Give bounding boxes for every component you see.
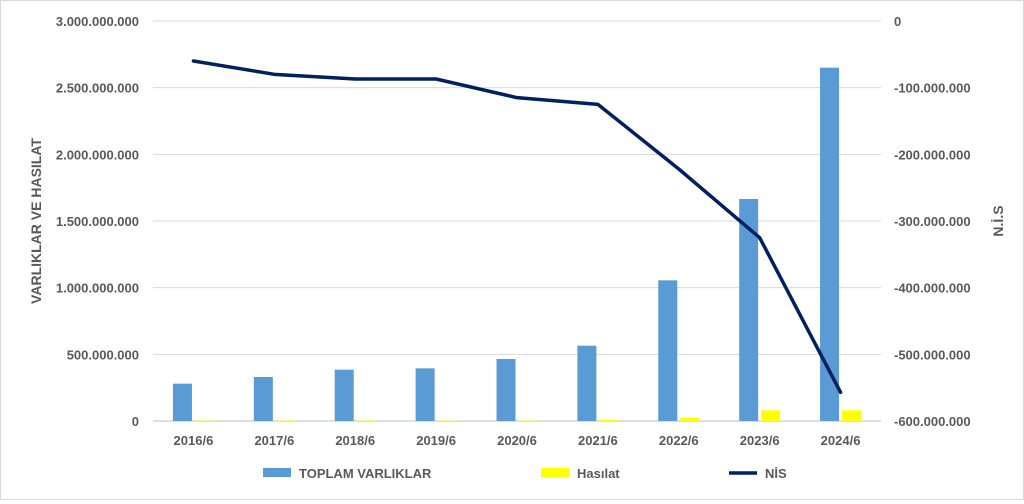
right-axis-tick-label: 0 xyxy=(894,14,901,29)
bar-series-group xyxy=(173,68,861,421)
legend-label: Hasılat xyxy=(577,466,620,481)
bar xyxy=(416,368,435,421)
right-axis-tick-label: -100.000.000 xyxy=(894,81,971,96)
right-axis-tick-label: -200.000.000 xyxy=(894,147,971,162)
right-axis-tick-label: -300.000.000 xyxy=(894,214,971,229)
bar xyxy=(658,280,677,421)
right-axis-title: N.İ.S xyxy=(990,205,1006,236)
bar xyxy=(254,377,273,421)
left-axis-tick-label: 2.000.000.000 xyxy=(56,147,139,162)
legend: TOPLAM VARLIKLAR Hasılat NİS xyxy=(263,466,787,481)
bar xyxy=(599,420,618,421)
x-axis-tick-label: 2018/6 xyxy=(335,433,375,448)
right-axis-ticks: 0 -100.000.000 -200.000.000 -300.000.000 -40… xyxy=(894,14,971,429)
x-axis-ticks: 2016/6 2017/6 2018/6 2019/6 2020/6 2021/6 2022… xyxy=(174,433,861,448)
x-axis-tick-label: 2023/6 xyxy=(740,433,780,448)
x-axis-tick-label: 2021/6 xyxy=(578,433,618,448)
left-axis-title: VARLIKLAR VE HASILAT xyxy=(28,138,44,304)
legend-label: NİS xyxy=(765,466,787,481)
legend-swatch xyxy=(541,468,569,477)
x-axis-tick-label: 2020/6 xyxy=(497,433,537,448)
left-axis-tick-label: 2.500.000.000 xyxy=(56,81,139,96)
x-axis-tick-label: 2022/6 xyxy=(659,433,699,448)
x-axis-tick-label: 2024/6 xyxy=(821,433,861,448)
bar xyxy=(335,370,354,421)
left-axis-tick-label: 0 xyxy=(132,414,139,429)
left-axis-ticks: 0 500.000.000 1.000.000.000 1.500.000.000 2.… xyxy=(56,14,139,429)
left-axis-tick-label: 1.500.000.000 xyxy=(56,214,139,229)
left-axis-tick-label: 500.000.000 xyxy=(67,347,139,362)
right-axis-tick-label: -400.000.000 xyxy=(894,281,971,296)
bar xyxy=(761,410,780,421)
x-axis-tick-label: 2016/6 xyxy=(174,433,214,448)
legend-label: TOPLAM VARLIKLAR xyxy=(299,466,432,481)
bar xyxy=(577,346,596,421)
right-axis-tick-label: -500.000.000 xyxy=(894,347,971,362)
x-axis-tick-label: 2017/6 xyxy=(254,433,294,448)
x-axis-tick-label: 2019/6 xyxy=(416,433,456,448)
left-axis-tick-label: 1.000.000.000 xyxy=(56,281,139,296)
legend-swatch xyxy=(263,468,291,477)
right-axis-tick-label: -600.000.000 xyxy=(894,414,971,429)
bar xyxy=(842,410,861,421)
bar xyxy=(497,359,516,421)
left-axis-tick-label: 3.000.000.000 xyxy=(56,14,139,29)
bar xyxy=(680,418,699,421)
gridlines xyxy=(153,21,881,421)
bar xyxy=(173,384,192,421)
